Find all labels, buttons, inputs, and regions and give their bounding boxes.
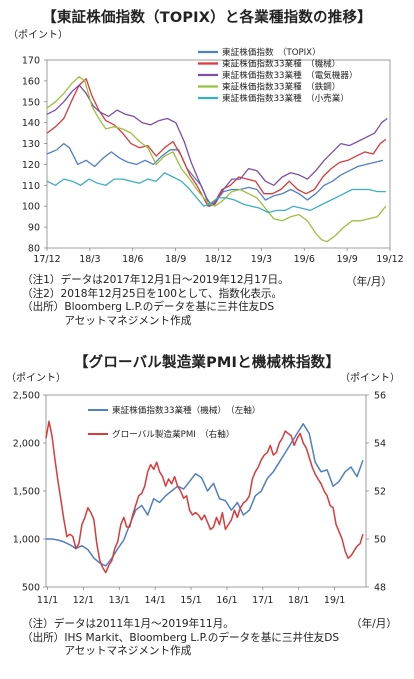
y2-tick-label: 56 xyxy=(374,391,386,402)
y2-tick-label: 54 xyxy=(374,439,386,450)
y-axis-label: （ポイント） xyxy=(8,29,68,41)
x-tick-label: 18/1 xyxy=(288,595,309,606)
x-tick-label: 15/1 xyxy=(180,595,201,606)
y-tick-label: 170 xyxy=(22,56,40,67)
x-tick-label: 16/1 xyxy=(216,595,237,606)
bottom-chart-title: 【グローバル製造業PMIと機械株指数】 xyxy=(73,355,341,371)
y-axis-label: （ポイント） xyxy=(6,372,66,384)
y-tick-label: 140 xyxy=(22,118,40,129)
bottom-chart-x-unit: （年/月） xyxy=(351,618,397,630)
x-tick-label: 19/3 xyxy=(251,254,272,265)
y-tick-label: 2,500 xyxy=(13,391,40,402)
y-tick-label: 1,500 xyxy=(13,487,40,498)
topix-sector-chart: 80 90 100 110 120 130 140 150 160 170 （ポイント） 17/12… xyxy=(8,29,404,265)
y2-tick-label: 50 xyxy=(374,535,386,546)
y-tick-label: 90 xyxy=(28,223,40,234)
y-tick-label: 160 xyxy=(22,76,40,87)
y-tick-label: 1,000 xyxy=(13,535,40,546)
series-line-4 xyxy=(46,76,387,243)
x-tick-label: 18/9 xyxy=(165,254,186,265)
legend-label: 東証株価指数33業種 （電気機器） xyxy=(222,69,358,81)
bottom-chart-notes: （注）データは2011年1月～2019年11月。 （出所）IHS Markit、… xyxy=(22,618,340,657)
legend-label: 東証株価指数33業種 （機械） xyxy=(222,58,340,70)
legend-label: 東証株価指数33業種（機械） （左軸） xyxy=(112,404,260,416)
top-chart-notes: （注1）データは2017年12月1日～2019年12月17日。 （注2）2018… xyxy=(22,274,289,327)
x-tick-label: 14/1 xyxy=(144,595,165,606)
legend-label: 東証株価指数33業種 （鉄鋼） xyxy=(222,81,340,93)
series-line-1 xyxy=(46,423,364,567)
x-tick-label: 18/3 xyxy=(79,254,100,265)
x-tick-label: 17/12 xyxy=(33,254,60,265)
y2-tick-label: 52 xyxy=(374,487,386,498)
x-tick-label: 13/1 xyxy=(109,595,130,606)
y2-axis-label: （ポイント） xyxy=(340,372,400,384)
x-tick-label: 17/1 xyxy=(252,595,273,606)
x-tick-label: 19/9 xyxy=(336,254,357,265)
x-tick-label: 12/1 xyxy=(73,595,94,606)
y2-tick-label: 48 xyxy=(374,583,386,594)
x-tick-label: 19/1 xyxy=(324,595,345,606)
x-tick-label: 18/6 xyxy=(122,254,143,265)
y-tick-label: 120 xyxy=(22,160,40,171)
legend-label: 東証株価指数33業種 （小売業） xyxy=(222,92,349,104)
x-tick-label: 19/12 xyxy=(376,254,403,265)
y-tick-label: 2,000 xyxy=(13,439,40,450)
x-tick-label: 19/6 xyxy=(294,254,315,265)
top-chart-title: 【東証株価指数（TOPIX）と各業種指数の推移】 xyxy=(42,10,372,26)
series-line-5 xyxy=(46,172,386,214)
y-tick-label: 500 xyxy=(22,583,40,594)
x-tick-label: 11/1 xyxy=(37,595,58,606)
y-tick-label: 130 xyxy=(22,139,40,150)
x-tick-label: 18/12 xyxy=(205,254,232,265)
legend-label: グローバル製造業PMI （右軸） xyxy=(112,428,234,440)
top-chart-x-unit: （年/月） xyxy=(346,276,392,288)
series-line-2 xyxy=(45,420,364,574)
y-tick-label: 150 xyxy=(22,97,40,108)
y-tick-label: 80 xyxy=(28,244,40,255)
legend-label: 東証株価指数 （TOPIX） xyxy=(222,46,321,58)
y-tick-label: 110 xyxy=(22,181,40,192)
y-tick-label: 100 xyxy=(22,202,40,213)
